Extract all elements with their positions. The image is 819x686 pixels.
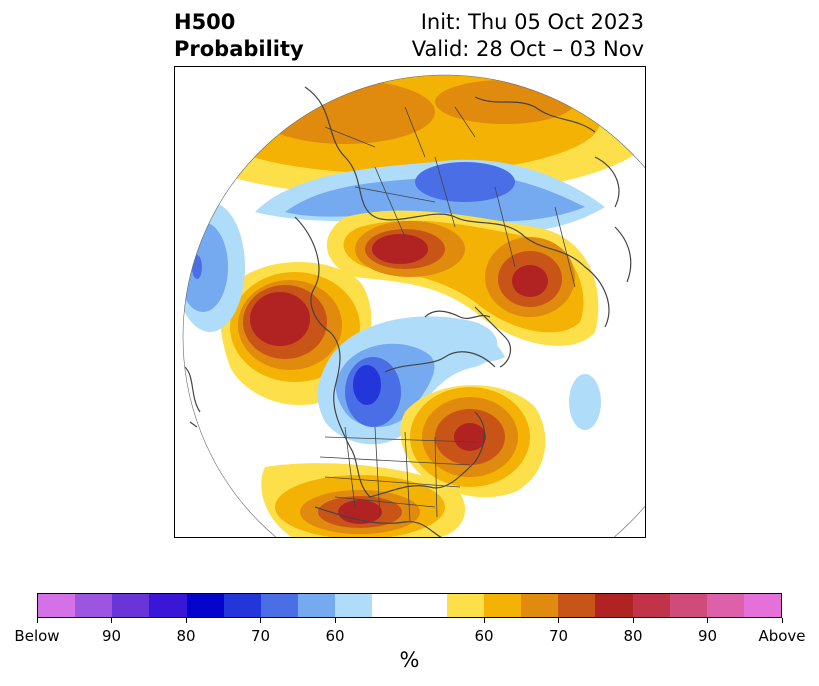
coastlines (182, 74, 645, 537)
date-info: Init: Thu 05 Oct 2023 Valid: 28 Oct – 03… (412, 9, 644, 63)
colorbar-segment (75, 594, 113, 617)
probability-map (174, 66, 646, 538)
colorbar-unit: % (399, 648, 420, 672)
colorbar-tick-label: Below (14, 627, 60, 645)
colorbar-segment (595, 594, 633, 617)
title-line-1: H500 (174, 10, 236, 34)
east-us-positive-anomaly (400, 385, 546, 498)
colorbar-tick (707, 618, 708, 623)
colorbar-segment (483, 594, 522, 617)
colorbar-segment (372, 594, 410, 617)
colorbar-tick-label: 80 (623, 627, 643, 645)
atlantic-negative-blob (569, 374, 601, 430)
colorbar-ticks: Below 90 80 70 60 60 70 80 90 Above (14, 618, 806, 648)
colorbar-segment (38, 594, 76, 617)
colorbar-tick-label: 80 (176, 627, 196, 645)
colorbar-segment (706, 594, 744, 617)
arctic-negative-band (255, 159, 605, 233)
colorbar-segment (743, 594, 782, 617)
colorbar-tick (334, 618, 336, 623)
colorbar-tick (632, 618, 634, 623)
colorbar-segment (223, 594, 261, 617)
colorbar-tick (260, 618, 261, 623)
colorbar-segment (186, 594, 224, 617)
colorbar-tick-label: 90 (697, 627, 718, 645)
title-line-2: Probability (174, 37, 304, 61)
colorbar-tick-label: 60 (325, 627, 345, 645)
colorbar-segment (260, 594, 299, 617)
colorbar-tick (111, 618, 112, 623)
colorbar-segment (112, 594, 150, 617)
colorbar (37, 593, 782, 618)
political-borders (319, 106, 576, 523)
colorbar-segment (298, 594, 336, 617)
colorbar-tick (36, 618, 38, 623)
colorbar-segment (669, 594, 707, 617)
asia-positive-anomaly (326, 210, 599, 346)
colorbar-segment (409, 594, 447, 617)
colorbar-tick-label: 60 (474, 627, 494, 645)
colorbar-segment (558, 594, 596, 617)
colorbar-tick (558, 618, 559, 623)
chart-title: H500 Probability (174, 9, 304, 63)
pacific-positive-anomaly (220, 262, 372, 406)
valid-date: Valid: 28 Oct – 03 Nov (411, 37, 644, 61)
colorbar-tick (781, 618, 783, 623)
colorbar-tick-label: 90 (101, 627, 122, 645)
colorbar-tick (483, 618, 485, 623)
colorbar-segment (335, 594, 373, 617)
colorbar-segment (149, 594, 187, 617)
init-date: Init: Thu 05 Oct 2023 (420, 10, 644, 34)
colorbar-segment (632, 594, 670, 617)
map-canvas (182, 74, 645, 537)
colorbar-tick (185, 618, 187, 623)
colorbar-tick-label: Above (758, 627, 806, 645)
probability-fields (183, 75, 645, 537)
colorbar-tick-label: 70 (250, 627, 271, 645)
colorbar-segment (446, 594, 484, 617)
colorbar-segment (521, 594, 559, 617)
colorbar-tick-label: 70 (548, 627, 569, 645)
